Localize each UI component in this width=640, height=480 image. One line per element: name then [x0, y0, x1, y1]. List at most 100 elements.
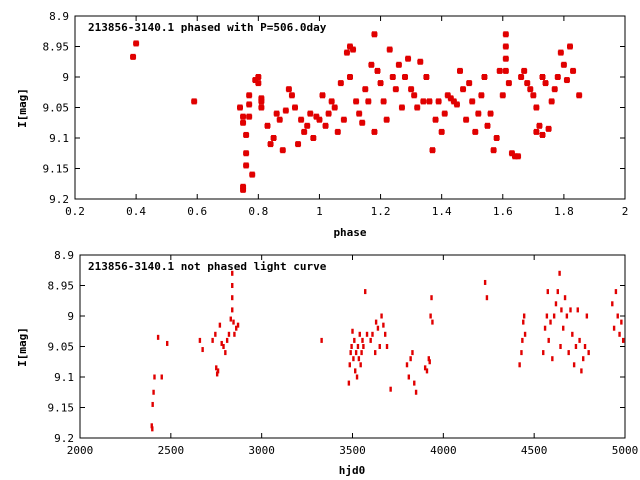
data-point [521, 337, 524, 343]
phased-ticks: 0.2 0.4 0.6 0.8 1 1.2 1.4 1.6 1.8 2 8.9 8.95 9 9.05 9.… [43, 10, 629, 218]
data-point [428, 359, 431, 365]
data-point [151, 426, 154, 432]
x-tick-label: 2000 [67, 444, 94, 457]
x-tick-label: 4000 [430, 444, 457, 457]
data-point [423, 365, 427, 371]
data-point-h [441, 111, 448, 116]
data-point [567, 350, 570, 356]
data-point [389, 386, 392, 392]
data-point-h [292, 105, 298, 110]
data-point-h [371, 32, 378, 37]
data-point-h [133, 41, 140, 46]
data-point-h [285, 87, 292, 92]
unphased-chart: 2000 2500 3000 3500 4000 4500 5000 8.9 8.95 9 9.05… [16, 249, 638, 477]
data-point-h [298, 117, 305, 122]
data-point-h [255, 81, 262, 86]
data-point-h [423, 75, 430, 79]
x-tick-label: 3500 [339, 444, 366, 457]
x-tick-label: 1.8 [554, 205, 574, 218]
data-point-h [279, 148, 286, 153]
data-point-h [368, 62, 375, 67]
data-point [556, 289, 559, 295]
y-tick-label: 8.95 [43, 41, 70, 54]
data-point-h [386, 47, 393, 52]
data-point-h [243, 163, 250, 168]
data-point [349, 350, 352, 356]
x-tick-label: 1.6 [493, 205, 513, 218]
data-point [543, 325, 547, 331]
y-tick-label: 9.15 [48, 402, 75, 415]
data-point-h [392, 87, 399, 92]
x-tick-label: 3000 [248, 444, 275, 457]
data-point-h [252, 78, 259, 83]
data-point-h [496, 68, 503, 73]
data-point-h [432, 117, 439, 122]
y-tick-label: 9 [67, 310, 74, 323]
data-point [542, 350, 545, 356]
data-point-h [484, 123, 491, 128]
data-point [560, 307, 563, 313]
data-point [523, 331, 527, 337]
data-point [151, 401, 154, 407]
data-point [571, 331, 574, 337]
data-point-h [328, 99, 335, 104]
data-point [236, 322, 240, 328]
data-point [546, 289, 549, 295]
data-point-h [365, 99, 372, 104]
data-point-h [246, 102, 253, 107]
data-point [365, 331, 369, 337]
data-point-h [560, 62, 567, 67]
data-point [214, 331, 217, 337]
data-point [231, 307, 234, 313]
data-point [429, 313, 432, 319]
data-point-h [389, 75, 396, 79]
data-point [565, 313, 569, 319]
unphased-ticks: 2000 2500 3000 3500 4000 4500 5000 8.9 8.95 9 9.05… [48, 249, 639, 457]
data-point-h [362, 87, 369, 92]
data-point-h [557, 50, 564, 55]
data-point [351, 328, 354, 334]
data-point [621, 337, 625, 343]
x-tick-label: 0.4 [126, 205, 146, 218]
data-point-h [264, 123, 271, 128]
data-point-h [548, 99, 555, 104]
data-point [232, 319, 235, 325]
data-point [160, 374, 163, 380]
data-point-h [469, 99, 476, 104]
data-point [563, 295, 567, 301]
data-point-h [429, 148, 436, 153]
data-point-h [478, 93, 485, 98]
data-point-h [463, 117, 470, 122]
data-point-h [270, 136, 277, 140]
data-point-h [350, 47, 357, 52]
y-tick-label: 8.9 [54, 249, 74, 262]
phased-ylabel: I[mag] [16, 88, 29, 128]
y-tick-label: 9.2 [54, 432, 74, 445]
data-point [614, 289, 618, 295]
data-point-h [319, 93, 326, 98]
data-point-h [475, 111, 482, 116]
data-point-h [402, 75, 408, 79]
data-point-h [411, 93, 418, 98]
data-point-h [505, 81, 512, 86]
data-point-h [527, 87, 534, 92]
data-point [618, 331, 621, 337]
data-point-h [240, 187, 247, 192]
data-point [227, 331, 231, 337]
data-point [427, 356, 430, 362]
x-tick-label: 0.2 [65, 205, 85, 218]
data-point-h [426, 99, 433, 104]
data-point-h [377, 81, 384, 86]
unphased-title: 213856-3140.1 not phased light curve [88, 260, 327, 273]
data-point-h [515, 154, 522, 159]
data-point [215, 371, 219, 377]
data-point [229, 316, 232, 322]
data-point [574, 344, 578, 349]
data-point [405, 362, 409, 368]
data-point [518, 362, 521, 368]
data-point [583, 344, 587, 349]
data-point [522, 319, 525, 325]
data-point-h [359, 120, 366, 125]
data-point [620, 319, 623, 325]
